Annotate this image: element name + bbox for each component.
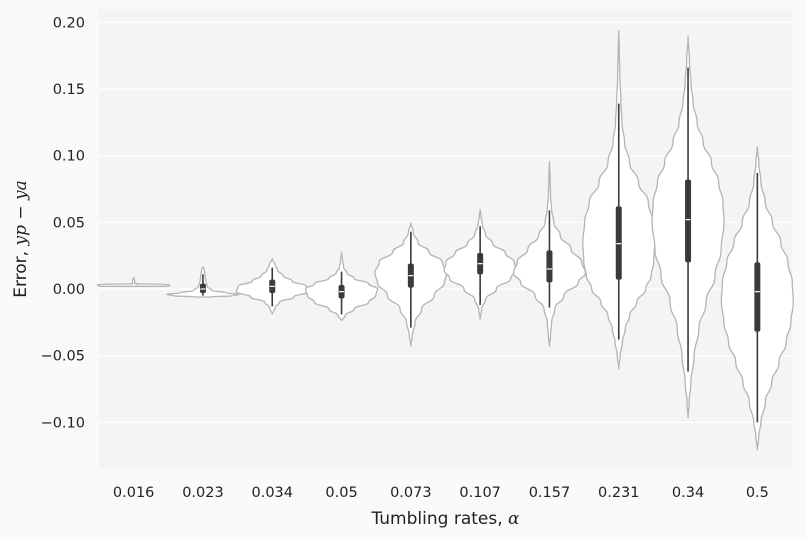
x-tick-label: 0.016 bbox=[113, 485, 155, 501]
y-tick-label: −0.05 bbox=[41, 349, 85, 365]
x-tick-label: 0.5 bbox=[746, 485, 769, 501]
violin-body bbox=[97, 276, 171, 287]
y-tick-label: 0.05 bbox=[53, 215, 85, 231]
x-tick-label: 0.34 bbox=[672, 485, 704, 501]
violin-iqr-box bbox=[615, 206, 622, 280]
violin-iqr-box bbox=[685, 179, 692, 263]
x-tick-label: 0.157 bbox=[529, 485, 571, 501]
x-tick-label: 0.023 bbox=[182, 485, 224, 501]
x-tick-label: 0.073 bbox=[390, 485, 432, 501]
x-tick-labels: 0.016 0.023 0.034 0.05 0.073 0.107 0.157 0.231 0… bbox=[113, 485, 769, 501]
violin-0.073 bbox=[374, 221, 448, 347]
violin-0.34 bbox=[651, 35, 725, 419]
grid-lines bbox=[99, 21, 792, 423]
violin-iqr-box bbox=[546, 250, 553, 283]
violin-0.107 bbox=[443, 208, 517, 320]
x-tick-label: 0.05 bbox=[325, 485, 357, 501]
violin-0.016 bbox=[97, 276, 171, 287]
violin-0.5 bbox=[720, 145, 795, 451]
violin-0.231 bbox=[582, 29, 656, 370]
y-tick-labels: −0.10 −0.05 0.00 0.05 0.10 0.15 0.20 bbox=[41, 15, 85, 431]
x-tick-label: 0.107 bbox=[459, 485, 501, 501]
y-tick-label: 0.15 bbox=[53, 82, 85, 98]
y-axis-label-text: Error, bbox=[11, 246, 31, 298]
y-tick-label: 0.10 bbox=[53, 149, 85, 165]
y-tick-label: −0.10 bbox=[41, 415, 85, 431]
y-axis-label: Error, yp − ya bbox=[11, 180, 31, 298]
violin-iqr-box bbox=[754, 262, 761, 332]
x-tick-label: 0.231 bbox=[598, 485, 640, 501]
y-axis-label-math: yp − ya bbox=[11, 180, 31, 246]
x-axis-label: Tumbling rates, α bbox=[370, 509, 520, 529]
violin-0.034 bbox=[235, 257, 309, 315]
violin-0.023 bbox=[166, 265, 240, 298]
x-axis-label-text: Tumbling rates, bbox=[370, 509, 508, 529]
violin-iqr-box bbox=[199, 283, 206, 293]
y-tick-label: 0.00 bbox=[53, 282, 85, 298]
violin-0.157 bbox=[512, 160, 587, 347]
y-tick-label: 0.20 bbox=[53, 15, 85, 31]
violin-0.05 bbox=[304, 251, 379, 322]
x-axis-label-math: α bbox=[508, 509, 520, 529]
x-tick-label: 0.034 bbox=[251, 485, 293, 501]
violins-layer bbox=[97, 29, 795, 451]
